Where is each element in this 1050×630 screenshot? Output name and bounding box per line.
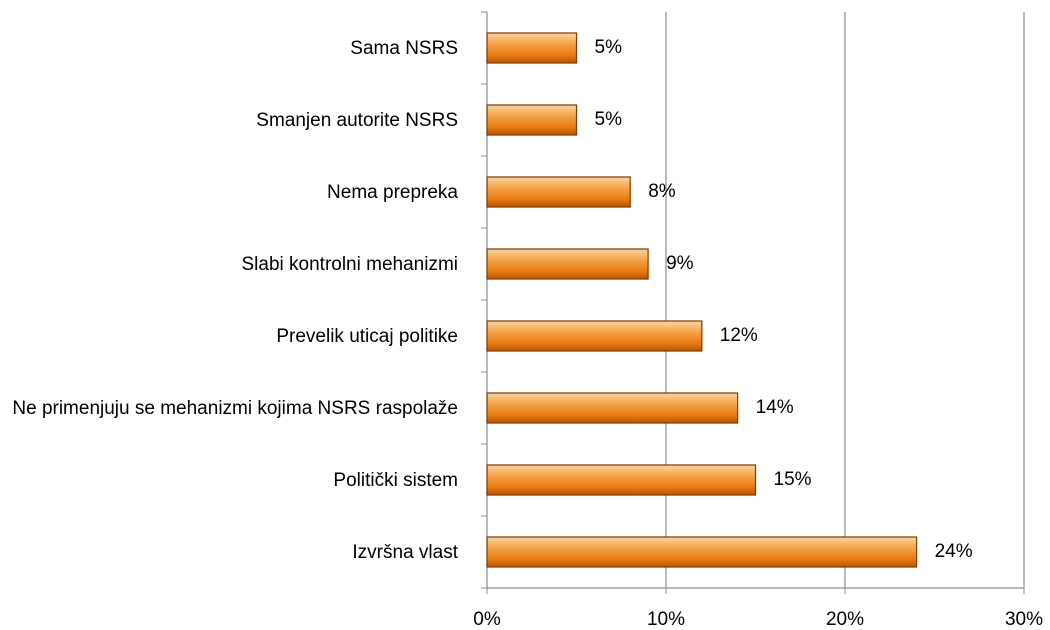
category-label-box: Politički sistem (0, 444, 458, 516)
category-label-box: Izvršna vlast (0, 516, 458, 588)
y-tick-label: Prevelik uticaj politike (276, 325, 458, 347)
bar (486, 392, 739, 424)
bar (486, 320, 703, 352)
y-tick-label: Slabi kontrolni mehanizmi (241, 253, 459, 275)
value-label: 8% (648, 181, 676, 202)
value-label: 5% (595, 37, 623, 58)
x-tick-label: 0% (473, 609, 501, 630)
y-tick-label: Sama NSRS (350, 37, 458, 59)
value-label: 14% (756, 397, 794, 418)
category-label-box: Sama NSRS (0, 12, 458, 84)
value-label: 5% (595, 109, 623, 130)
value-label: 9% (666, 253, 694, 274)
x-tick-label: 20% (826, 609, 864, 630)
y-tick-label: Smanjen autorite NSRS (256, 109, 458, 131)
value-label: 15% (774, 469, 812, 490)
bar (486, 248, 649, 280)
y-tick-label: Politički sistem (333, 469, 458, 491)
bar (486, 32, 578, 64)
bar (486, 464, 757, 496)
bar (486, 176, 631, 208)
bar (486, 536, 918, 568)
x-tick-label: 30% (1005, 609, 1043, 630)
y-tick-label: Izvršna vlast (352, 541, 458, 563)
category-label-box: Slabi kontrolni mehanizmi (0, 228, 459, 300)
category-label-box: Nema prepreka (0, 156, 458, 228)
category-label-box: Smanjen autorite NSRS (0, 84, 458, 156)
y-tick-label: Nema prepreka (327, 181, 458, 203)
category-label-box: Ne primenjuju se mehanizmi kojima NSRS r… (0, 372, 458, 444)
category-label-box: Prevelik uticaj politike (0, 300, 458, 372)
x-tick-label: 10% (647, 609, 685, 630)
value-label: 12% (720, 325, 758, 346)
bar (486, 104, 578, 136)
y-tick-label: Ne primenjuju se mehanizmi kojima NSRS r… (12, 397, 458, 419)
value-label: 24% (935, 541, 973, 562)
